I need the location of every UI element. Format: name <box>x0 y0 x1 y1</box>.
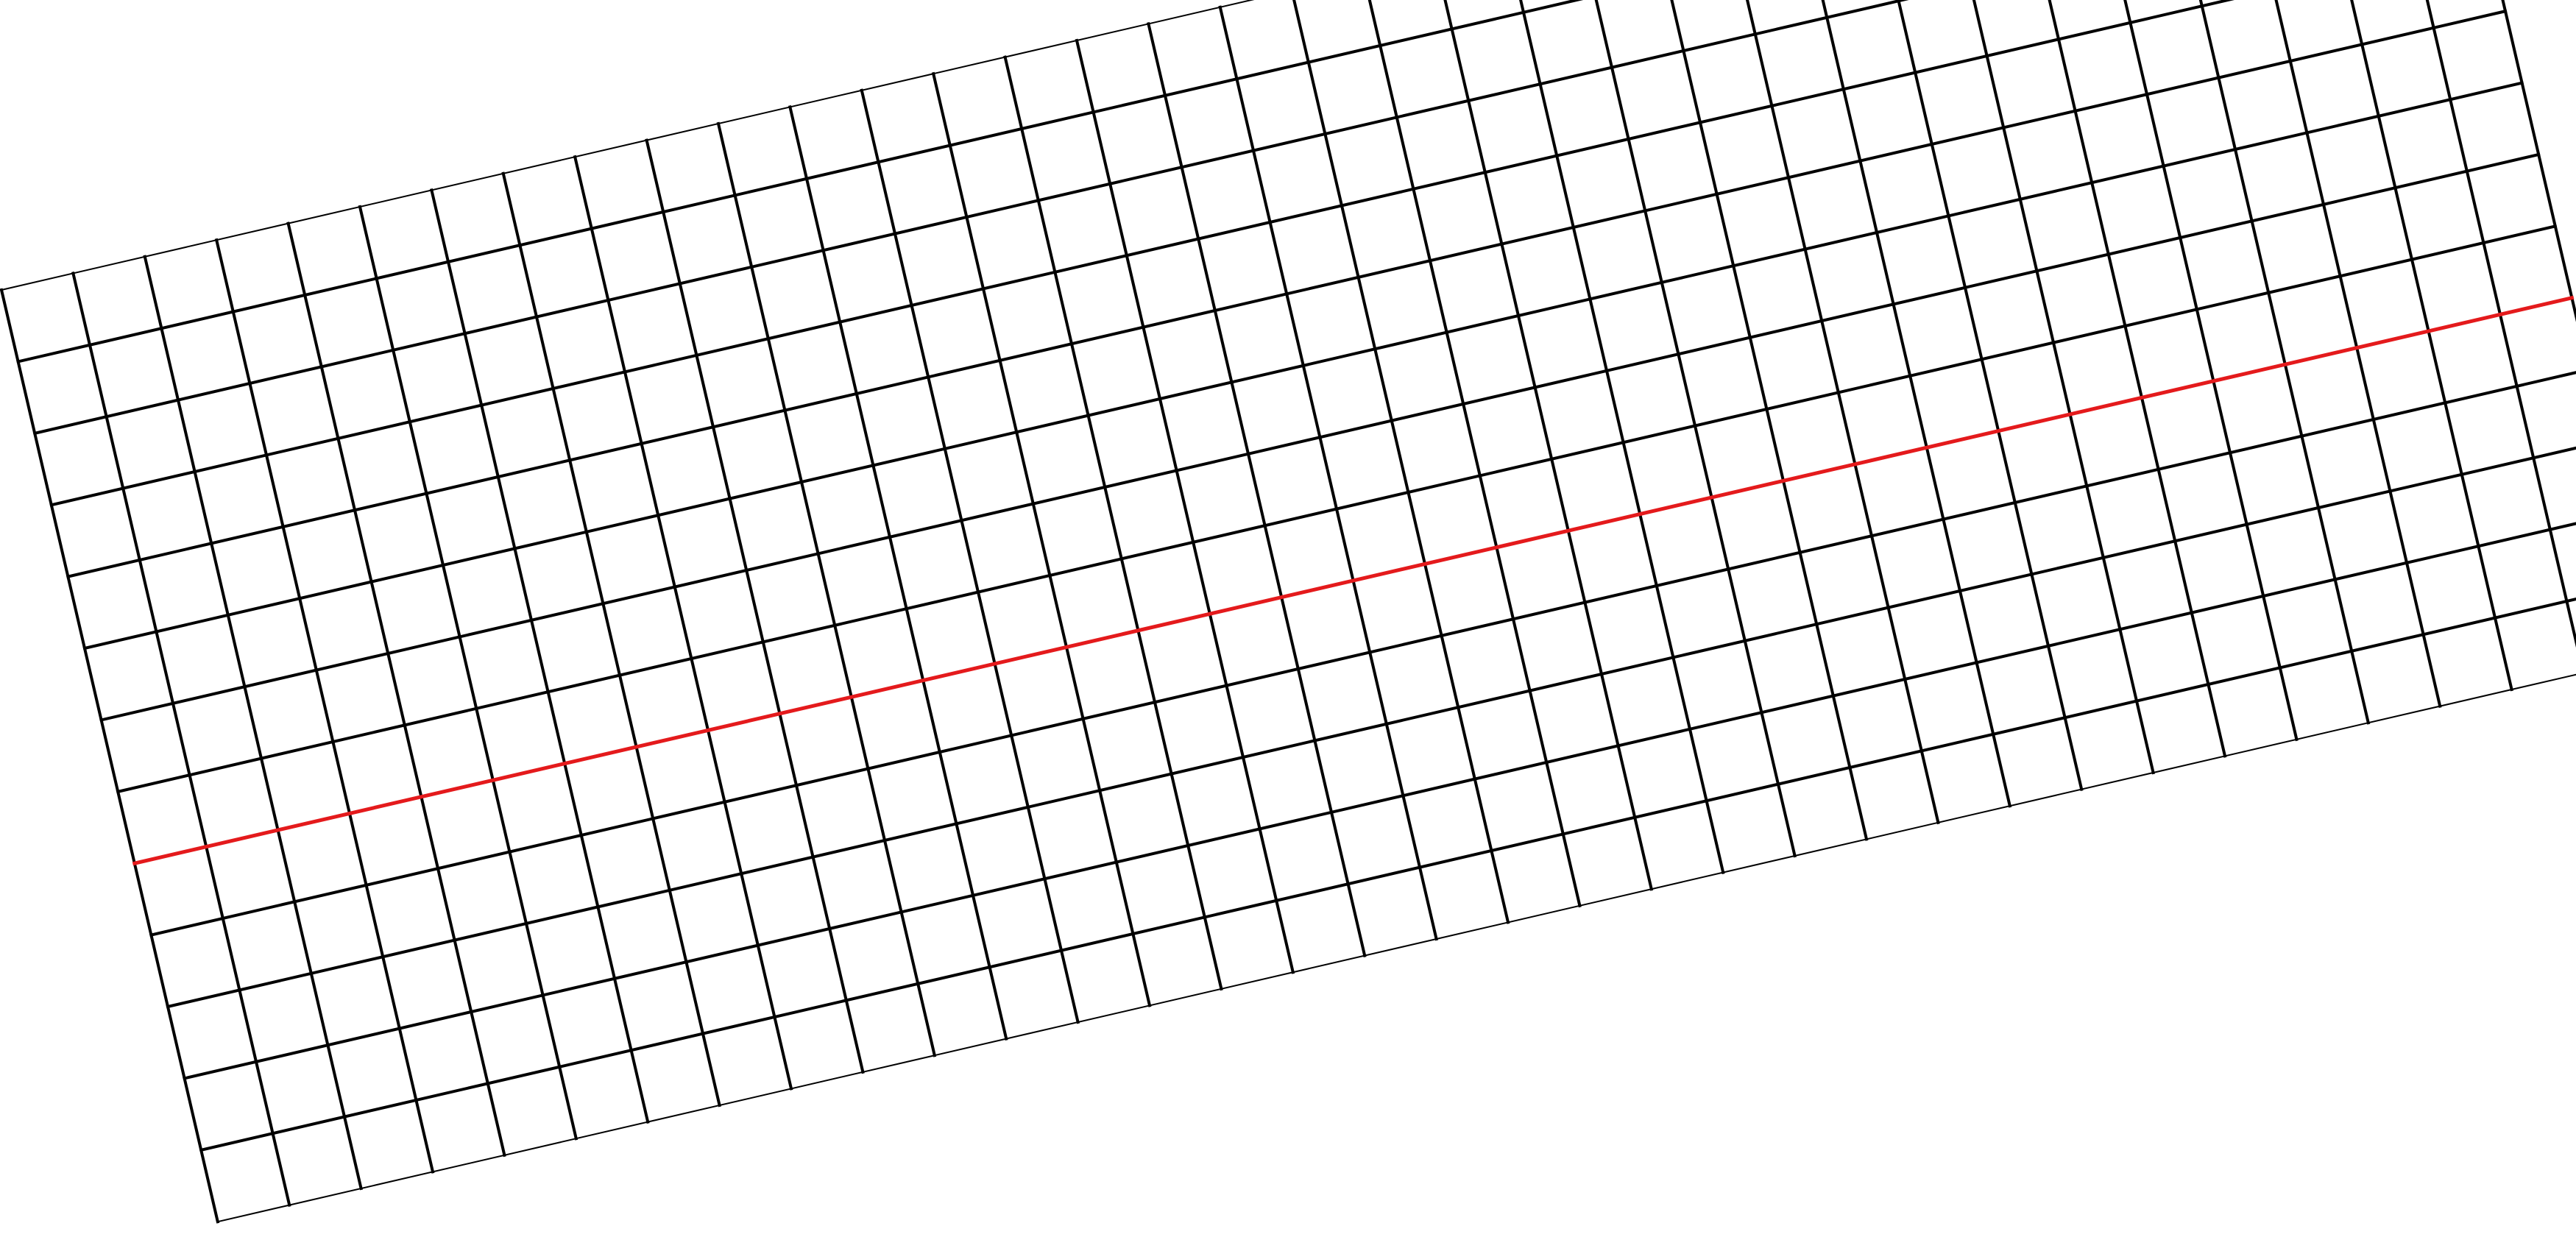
grid-column-line <box>573 155 793 1091</box>
grid-row-line <box>183 522 2576 1080</box>
grid-column-line <box>2274 0 2442 709</box>
grid-row-line <box>199 598 2576 1152</box>
grid-column-line <box>1075 38 1295 974</box>
grid-column-line <box>2425 0 2576 648</box>
grid-border-bottom <box>216 673 2576 1223</box>
grid-column-line <box>645 138 865 1074</box>
grid-column-line <box>2048 0 2227 758</box>
grid-column-line <box>2350 0 2514 692</box>
grid-border <box>0 0 2576 1224</box>
grid-column-line <box>788 104 1008 1041</box>
grid-column-line <box>143 255 364 1191</box>
grid-row-line <box>166 446 2576 1009</box>
grid-column-line <box>429 188 650 1124</box>
grid-row-line <box>82 81 2524 651</box>
grid-row-line <box>149 371 2576 938</box>
grid-row-line <box>16 0 1584 364</box>
grid-column-line <box>358 205 578 1141</box>
grid-column-line <box>71 271 291 1208</box>
grid-border-right <box>2501 0 2576 322</box>
highlighted-row-line <box>132 295 2575 866</box>
grid-lines <box>16 0 2576 1208</box>
grid-column-line <box>716 121 937 1057</box>
grid-column-line <box>1218 5 1439 941</box>
grid-column-line <box>1519 0 1725 875</box>
grid-column-line <box>1003 55 1223 991</box>
grid-column-line <box>2123 0 2299 742</box>
grid-column-line <box>931 71 1152 1007</box>
grid-column-line <box>1594 0 1797 858</box>
grid-column-line <box>214 238 435 1174</box>
grid-column-line <box>1821 0 2012 808</box>
grid-column-line <box>1367 0 1582 908</box>
grid-column-line <box>1443 0 1654 891</box>
grid-column-line <box>1292 0 1510 924</box>
grid-row-line <box>66 9 2508 579</box>
grid-row-line <box>116 224 2558 794</box>
grid-row-line <box>32 0 1909 436</box>
grid-column-line <box>2198 0 2371 725</box>
grid-column-line <box>1972 0 2156 775</box>
grid-column-line <box>1146 21 1367 958</box>
grid-column-line <box>1897 0 2084 792</box>
grid-row-line <box>49 0 2234 507</box>
grid-column-line <box>1670 0 1869 841</box>
grid-column-line <box>286 222 506 1158</box>
grid-column-line <box>501 171 722 1108</box>
highlighted-line-group <box>132 295 2575 866</box>
grid-column-line <box>860 88 1080 1024</box>
grid-row-line <box>99 152 2541 722</box>
grid-column-line <box>1745 0 1940 825</box>
grid-border-left <box>0 288 220 1224</box>
grid-border-top <box>0 0 1255 291</box>
